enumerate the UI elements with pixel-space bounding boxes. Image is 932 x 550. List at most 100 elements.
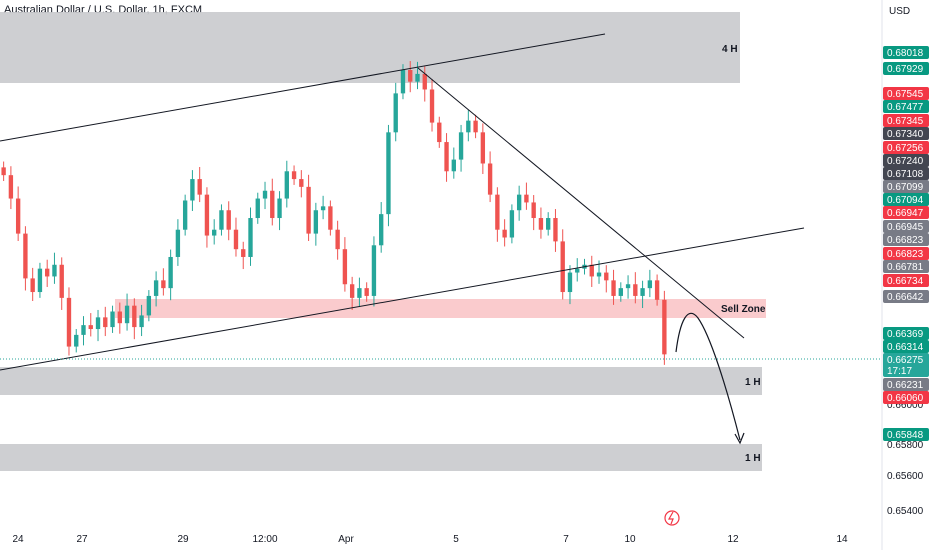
price-badge — [883, 180, 929, 193]
candle-body — [422, 73, 427, 90]
candle-body — [502, 229, 507, 238]
price-badge-label: 0.66781 — [887, 262, 924, 273]
price-badges: 0.68018 0.67929 0.67545 0.67477 0.67345 0.673… — [883, 46, 929, 441]
candle-body — [560, 241, 565, 293]
candle-body — [219, 210, 224, 230]
x-tick-label: 5 — [453, 534, 459, 545]
zone-1h-mid-label: 1 H — [745, 377, 761, 388]
price-badge-label: 0.66947 — [887, 208, 924, 219]
candle-body — [386, 132, 391, 215]
candle-body — [364, 288, 369, 296]
candle-body — [320, 206, 326, 211]
x-axis[interactable]: 24 27 29 12:00 Apr 5 7 10 12 14 — [12, 534, 848, 545]
x-tick-label: Apr — [338, 534, 354, 545]
price-badge — [883, 220, 929, 233]
candle-body — [647, 280, 653, 289]
candle-body — [524, 194, 529, 203]
price-badge-label: 0.67256 — [887, 143, 924, 154]
candle-body — [52, 264, 57, 277]
replay-icon[interactable] — [664, 510, 680, 526]
candle-body — [204, 194, 210, 236]
candle-body — [255, 198, 260, 219]
candle-body — [270, 190, 275, 219]
candle-body — [74, 334, 79, 347]
candle-body — [146, 295, 152, 316]
candle-body — [567, 272, 573, 293]
price-badge — [883, 62, 929, 75]
y-tick-label: 0.65600 — [887, 471, 924, 482]
candle-body — [451, 159, 456, 172]
price-badge-label: 0.67094 — [887, 195, 924, 206]
price-badge-label: 0.66369 — [887, 329, 924, 340]
price-badge-label: 0.66642 — [887, 292, 924, 303]
candle-body — [466, 120, 471, 133]
lower-channel-line[interactable] — [0, 227, 805, 371]
arrow-head — [734, 432, 745, 445]
candle-body — [335, 229, 340, 250]
price-badge-label: 0.66314 — [887, 342, 924, 353]
sell-zone — [115, 299, 766, 318]
candle-body — [633, 284, 638, 296]
price-badge — [883, 391, 929, 404]
descending-trendline[interactable] — [417, 67, 745, 339]
candle-body — [81, 325, 86, 335]
candle-body — [175, 229, 181, 257]
candle-body — [538, 218, 544, 230]
y-tick-label: 0.65800 — [887, 440, 924, 451]
zone-4h — [0, 12, 740, 83]
price-badge-label: 0.67477 — [887, 102, 924, 113]
candle-body — [233, 229, 239, 250]
candle-body — [349, 284, 355, 298]
candle-body — [45, 268, 50, 277]
candle-body — [342, 249, 348, 285]
candle-body — [625, 284, 631, 289]
candle-body — [277, 198, 282, 219]
price-badge-label: 0.66945 — [887, 222, 924, 233]
price-badge — [883, 154, 929, 167]
candle-body — [371, 245, 377, 296]
price-badge — [883, 46, 929, 59]
candle-body — [400, 70, 406, 94]
candle-body — [596, 272, 602, 277]
x-tick-label: 10 — [624, 534, 636, 545]
candle-body — [415, 73, 420, 82]
price-badge-timer: 17:17 — [887, 366, 912, 377]
candle-body — [226, 210, 231, 230]
zone-1h-bottom-label: 1 H — [745, 453, 761, 464]
price-badge-label: 0.67240 — [887, 156, 924, 167]
candle-body — [444, 142, 449, 172]
candle-body — [262, 190, 268, 199]
price-badge — [883, 340, 929, 353]
candle-body — [429, 89, 435, 123]
price-badge — [883, 274, 929, 287]
candle-body — [248, 218, 253, 257]
price-badge-label: 0.66275 — [887, 355, 924, 366]
price-badge — [883, 127, 929, 140]
candle-body — [197, 179, 202, 195]
candle-body — [306, 186, 311, 234]
candle-body — [190, 179, 195, 201]
candle-body — [480, 132, 486, 164]
upper-channel-line[interactable] — [0, 33, 606, 142]
candle-body — [393, 93, 398, 133]
candle-body — [654, 280, 660, 300]
price-badge-label: 0.67929 — [887, 64, 924, 75]
price-badge — [883, 206, 929, 219]
x-tick-label: 12 — [727, 534, 739, 545]
candles — [1, 61, 667, 365]
candle-body — [15, 198, 21, 234]
x-tick-label: 27 — [76, 534, 88, 545]
y-tick-label: 0.65400 — [887, 506, 924, 517]
x-tick-label: 7 — [563, 534, 569, 545]
price-badge — [883, 233, 929, 246]
price-badge — [883, 114, 929, 127]
candle-body — [212, 229, 217, 236]
price-badge — [883, 141, 929, 154]
candle-body — [59, 264, 64, 298]
price-badge-label: 0.66823 — [887, 249, 924, 260]
price-badge — [883, 378, 929, 391]
price-badge — [883, 193, 929, 206]
candle-body — [553, 218, 558, 242]
x-tick-label: 29 — [177, 534, 189, 545]
